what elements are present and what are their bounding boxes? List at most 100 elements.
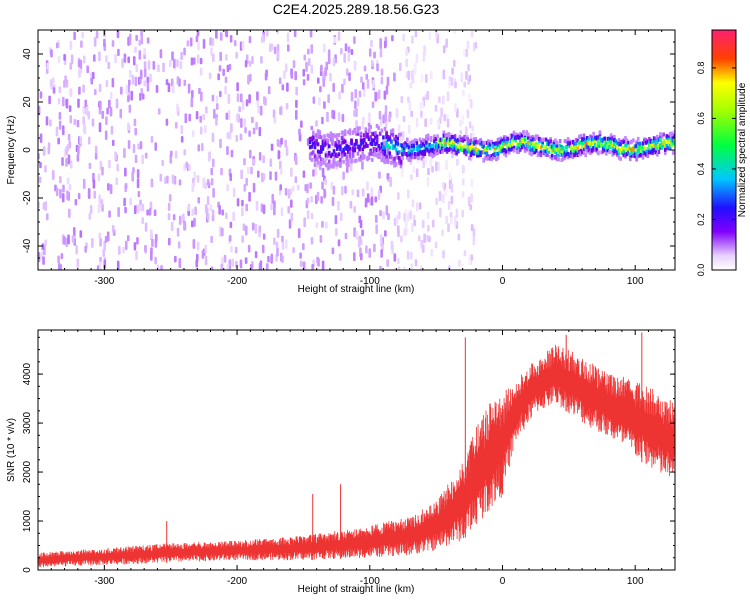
heatmap-cell	[358, 147, 361, 152]
heatmap-cell	[152, 61, 156, 70]
heatmap-cell	[534, 135, 538, 140]
heatmap-cell	[538, 139, 541, 144]
heatmap-cell	[360, 76, 363, 83]
heatmap-cell	[636, 148, 640, 153]
heatmap-cell	[592, 131, 595, 136]
heatmap-cell	[409, 212, 413, 220]
heatmap-cell	[418, 137, 422, 142]
heatmap-cell	[115, 98, 119, 109]
heatmap-cell	[648, 143, 651, 148]
heatmap-cell	[284, 239, 288, 249]
heatmap-cell	[579, 133, 583, 138]
heatmap-cell	[386, 173, 390, 180]
heatmap-cell	[628, 152, 632, 157]
heatmap-cell	[390, 129, 393, 134]
heatmap-cell	[309, 182, 312, 189]
heatmap-cell	[294, 155, 298, 165]
heatmap-cell	[65, 145, 69, 156]
heatmap-cell	[79, 136, 82, 145]
heatmap-cell	[361, 156, 365, 161]
heatmap-cell	[450, 77, 454, 86]
heatmap-cell	[133, 242, 137, 251]
heatmap-cell	[463, 137, 466, 142]
heatmap-cell	[433, 150, 436, 155]
heatmap-cell	[75, 244, 78, 255]
heatmap-cell	[332, 149, 336, 154]
heatmap-cell	[375, 214, 378, 223]
heatmap-cell	[480, 150, 484, 155]
heatmap-cell	[638, 153, 642, 158]
heatmap-cell	[215, 95, 219, 103]
heatmap-cell	[98, 83, 102, 93]
heatmap-cell	[415, 138, 419, 143]
heatmap-cell	[450, 217, 453, 225]
heatmap-cell	[453, 147, 457, 152]
heatmap-cell	[330, 181, 334, 190]
heatmap-cell	[597, 139, 600, 144]
heatmap-cell	[294, 176, 298, 184]
heatmap-cell	[338, 91, 341, 100]
heatmap-cell	[393, 72, 396, 82]
heatmap-cell	[558, 138, 562, 143]
heatmap-cell	[73, 118, 77, 126]
heatmap-cell	[522, 143, 525, 148]
heatmap-cell	[422, 51, 426, 62]
heatmap-cell	[542, 145, 546, 150]
heatmap-cell	[362, 155, 366, 160]
heatmap-cell	[299, 252, 302, 259]
heatmap-cell	[104, 130, 108, 140]
x-tick-label: -200	[227, 576, 247, 587]
heatmap-cell	[188, 164, 191, 171]
heatmap-cell	[652, 138, 656, 143]
heatmap-cell	[348, 131, 352, 136]
heatmap-cell	[498, 137, 501, 142]
heatmap-cell	[414, 30, 418, 38]
heatmap-cell	[256, 99, 260, 108]
heatmap-cell	[468, 139, 471, 144]
heatmap-cell	[88, 162, 92, 169]
heatmap-cell	[359, 138, 363, 143]
heatmap-cell	[316, 134, 320, 139]
heatmap-cell	[496, 155, 500, 160]
heatmap-cell	[244, 60, 248, 68]
heatmap-cell	[226, 184, 229, 191]
heatmap-cell	[39, 133, 43, 143]
heatmap-cell	[441, 181, 445, 189]
heatmap-cell	[662, 132, 665, 137]
heatmap-cell	[310, 212, 314, 220]
heatmap-cell	[310, 151, 314, 156]
heatmap-cell	[431, 154, 435, 159]
heatmap-cell	[410, 154, 414, 159]
heatmap-cell	[463, 149, 466, 154]
heatmap-cell	[372, 138, 376, 143]
heatmap-cell	[625, 152, 629, 157]
heatmap-cell	[587, 137, 591, 142]
heatmap-cell	[504, 149, 508, 154]
heatmap-cell	[482, 140, 486, 145]
heatmap-cell	[491, 155, 495, 160]
heatmap-cell	[592, 146, 595, 151]
heatmap-cell	[391, 35, 394, 42]
heatmap-cell	[456, 144, 460, 149]
heatmap-cell	[482, 144, 486, 149]
heatmap-cell	[93, 37, 97, 47]
heatmap-cell	[531, 145, 535, 150]
heatmap-cell	[659, 137, 662, 142]
heatmap-cell	[361, 82, 365, 90]
heatmap-cell	[161, 159, 165, 167]
heatmap-cell	[448, 144, 452, 149]
heatmap-cell	[652, 136, 656, 141]
heatmap-cell	[605, 146, 608, 151]
heatmap-cell	[150, 178, 154, 188]
heatmap-cell	[236, 198, 240, 207]
heatmap-cell	[327, 165, 331, 170]
heatmap-cell	[385, 135, 388, 140]
heatmap-cell	[395, 215, 399, 224]
heatmap-cell	[335, 137, 339, 142]
heatmap-cell	[93, 54, 96, 62]
heatmap-cell	[640, 148, 643, 153]
heatmap-cell	[132, 56, 136, 66]
heatmap-cell	[429, 147, 433, 152]
heatmap-cell	[230, 123, 233, 133]
heatmap-cell	[479, 153, 482, 158]
